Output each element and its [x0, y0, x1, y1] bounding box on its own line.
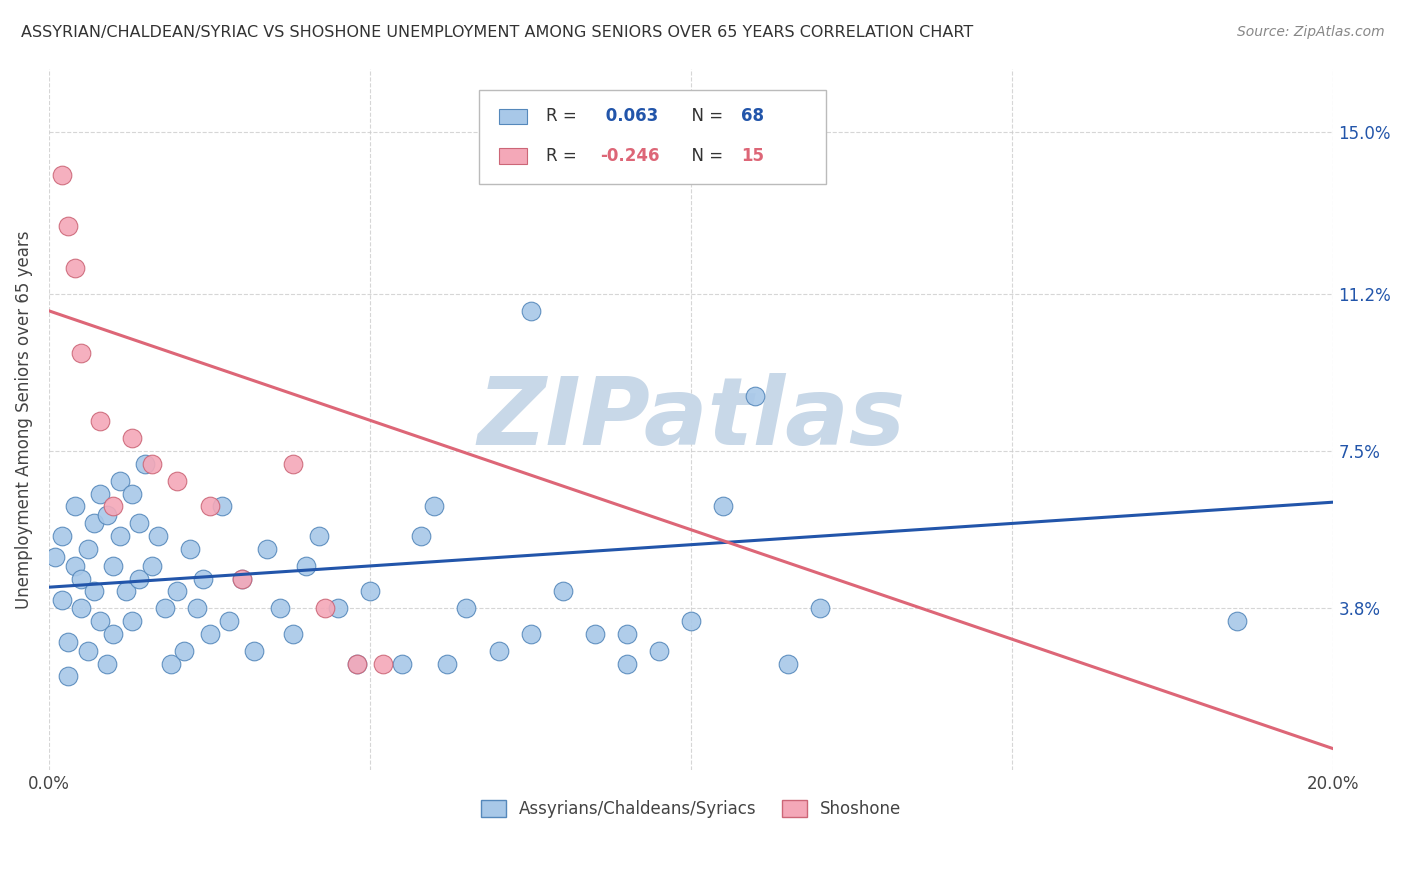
Point	[681, 614, 703, 628]
Point	[808, 601, 831, 615]
Point	[108, 529, 131, 543]
Point	[456, 601, 478, 615]
Point	[519, 303, 541, 318]
Text: N =: N =	[681, 107, 728, 125]
Point	[128, 516, 150, 531]
Point	[488, 644, 510, 658]
Point	[371, 657, 394, 671]
Text: 68: 68	[741, 107, 765, 125]
Point	[128, 572, 150, 586]
Point	[83, 516, 105, 531]
Point	[308, 529, 330, 543]
Point	[96, 657, 118, 671]
Text: R =: R =	[546, 147, 582, 165]
Point	[186, 601, 208, 615]
Point	[103, 558, 125, 573]
Point	[115, 584, 138, 599]
Point	[326, 601, 349, 615]
Point	[89, 414, 111, 428]
Point	[51, 593, 73, 607]
Point	[198, 627, 221, 641]
Text: R =: R =	[546, 107, 582, 125]
Point	[359, 584, 381, 599]
Point	[141, 457, 163, 471]
Point	[70, 572, 93, 586]
Point	[1226, 614, 1249, 628]
Point	[166, 474, 188, 488]
Point	[231, 572, 253, 586]
Point	[44, 550, 66, 565]
Point	[121, 431, 143, 445]
Point	[744, 389, 766, 403]
Point	[103, 627, 125, 641]
Text: N =: N =	[681, 147, 728, 165]
Point	[63, 261, 86, 276]
Point	[281, 457, 304, 471]
Point	[58, 219, 80, 233]
Point	[160, 657, 183, 671]
Point	[198, 500, 221, 514]
Point	[411, 529, 433, 543]
Point	[70, 346, 93, 360]
Point	[76, 644, 98, 658]
Point	[314, 601, 336, 615]
Point	[89, 486, 111, 500]
Point	[519, 627, 541, 641]
Point	[776, 657, 799, 671]
Bar	[499, 109, 527, 124]
Point	[436, 657, 458, 671]
Text: ASSYRIAN/CHALDEAN/SYRIAC VS SHOSHONE UNEMPLOYMENT AMONG SENIORS OVER 65 YEARS CO: ASSYRIAN/CHALDEAN/SYRIAC VS SHOSHONE UNE…	[21, 25, 973, 40]
Point	[121, 614, 143, 628]
Point	[134, 457, 156, 471]
Point	[218, 614, 240, 628]
Point	[583, 627, 606, 641]
Y-axis label: Unemployment Among Seniors over 65 years: Unemployment Among Seniors over 65 years	[15, 230, 32, 608]
Point	[63, 500, 86, 514]
Text: Source: ZipAtlas.com: Source: ZipAtlas.com	[1237, 25, 1385, 39]
Point	[281, 627, 304, 641]
Point	[551, 584, 574, 599]
Point	[70, 601, 93, 615]
Point	[711, 500, 734, 514]
Point	[146, 529, 169, 543]
Point	[76, 541, 98, 556]
Point	[121, 486, 143, 500]
Point	[346, 657, 368, 671]
Point	[346, 657, 368, 671]
Point	[51, 529, 73, 543]
Point	[256, 541, 278, 556]
Text: ZIPatlas: ZIPatlas	[477, 373, 905, 466]
Point	[231, 572, 253, 586]
Bar	[499, 148, 527, 164]
Point	[173, 644, 195, 658]
Point	[63, 558, 86, 573]
Point	[153, 601, 176, 615]
Point	[616, 657, 638, 671]
Point	[141, 558, 163, 573]
Point	[243, 644, 266, 658]
Point	[51, 168, 73, 182]
Point	[89, 614, 111, 628]
Point	[211, 500, 233, 514]
Point	[96, 508, 118, 522]
Text: 15: 15	[741, 147, 765, 165]
Point	[83, 584, 105, 599]
Point	[58, 669, 80, 683]
Text: 0.063: 0.063	[600, 107, 658, 125]
Point	[179, 541, 201, 556]
Point	[391, 657, 413, 671]
Text: -0.246: -0.246	[600, 147, 659, 165]
Point	[191, 572, 214, 586]
Legend: Assyrians/Chaldeans/Syriacs, Shoshone: Assyrians/Chaldeans/Syriacs, Shoshone	[474, 793, 908, 825]
Point	[648, 644, 671, 658]
Point	[423, 500, 446, 514]
Point	[166, 584, 188, 599]
Point	[269, 601, 291, 615]
FancyBboxPatch shape	[479, 89, 827, 185]
Point	[58, 635, 80, 649]
Point	[616, 627, 638, 641]
Point	[103, 500, 125, 514]
Point	[295, 558, 318, 573]
Point	[108, 474, 131, 488]
